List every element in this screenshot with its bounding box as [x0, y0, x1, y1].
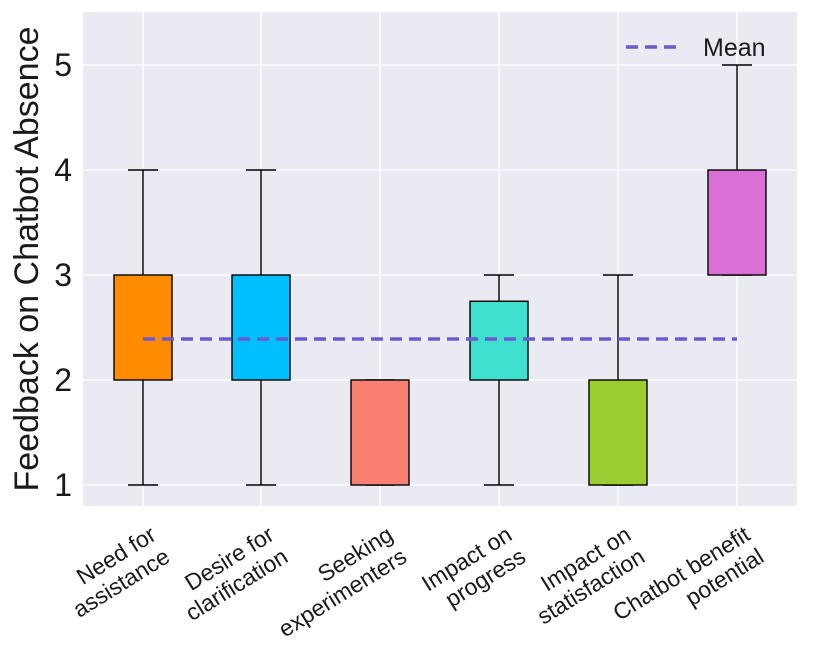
- box: [707, 169, 767, 276]
- x-tick-labels: Need forassistance Desire forclarificatio…: [54, 521, 768, 643]
- box: [231, 274, 291, 381]
- box: [469, 300, 529, 381]
- y-axis-label: Feedback on Chatbot Absence: [8, 27, 46, 492]
- y-tick-label: 1: [54, 467, 72, 503]
- box: [113, 274, 173, 381]
- y-tick-label: 4: [54, 152, 72, 188]
- legend: Mean: [626, 34, 766, 62]
- y-tick-label: 3: [54, 257, 72, 293]
- box: [350, 379, 410, 486]
- box: [588, 379, 648, 486]
- boxes-group: [113, 64, 767, 486]
- legend-mean-label: Mean: [703, 34, 766, 62]
- x-tick-label: Seekingexperimenters: [260, 521, 411, 642]
- y-tick-label: 2: [54, 362, 72, 398]
- y-tick-label: 5: [54, 47, 72, 83]
- y-tick-labels: 1 2 3 4 5: [54, 47, 72, 503]
- x-tick-label: Desire forclarification: [167, 521, 292, 626]
- plot-background: [83, 12, 797, 506]
- x-tick-label: Need forassistance: [54, 521, 174, 623]
- x-tick-label: Impact onprogress: [417, 521, 530, 619]
